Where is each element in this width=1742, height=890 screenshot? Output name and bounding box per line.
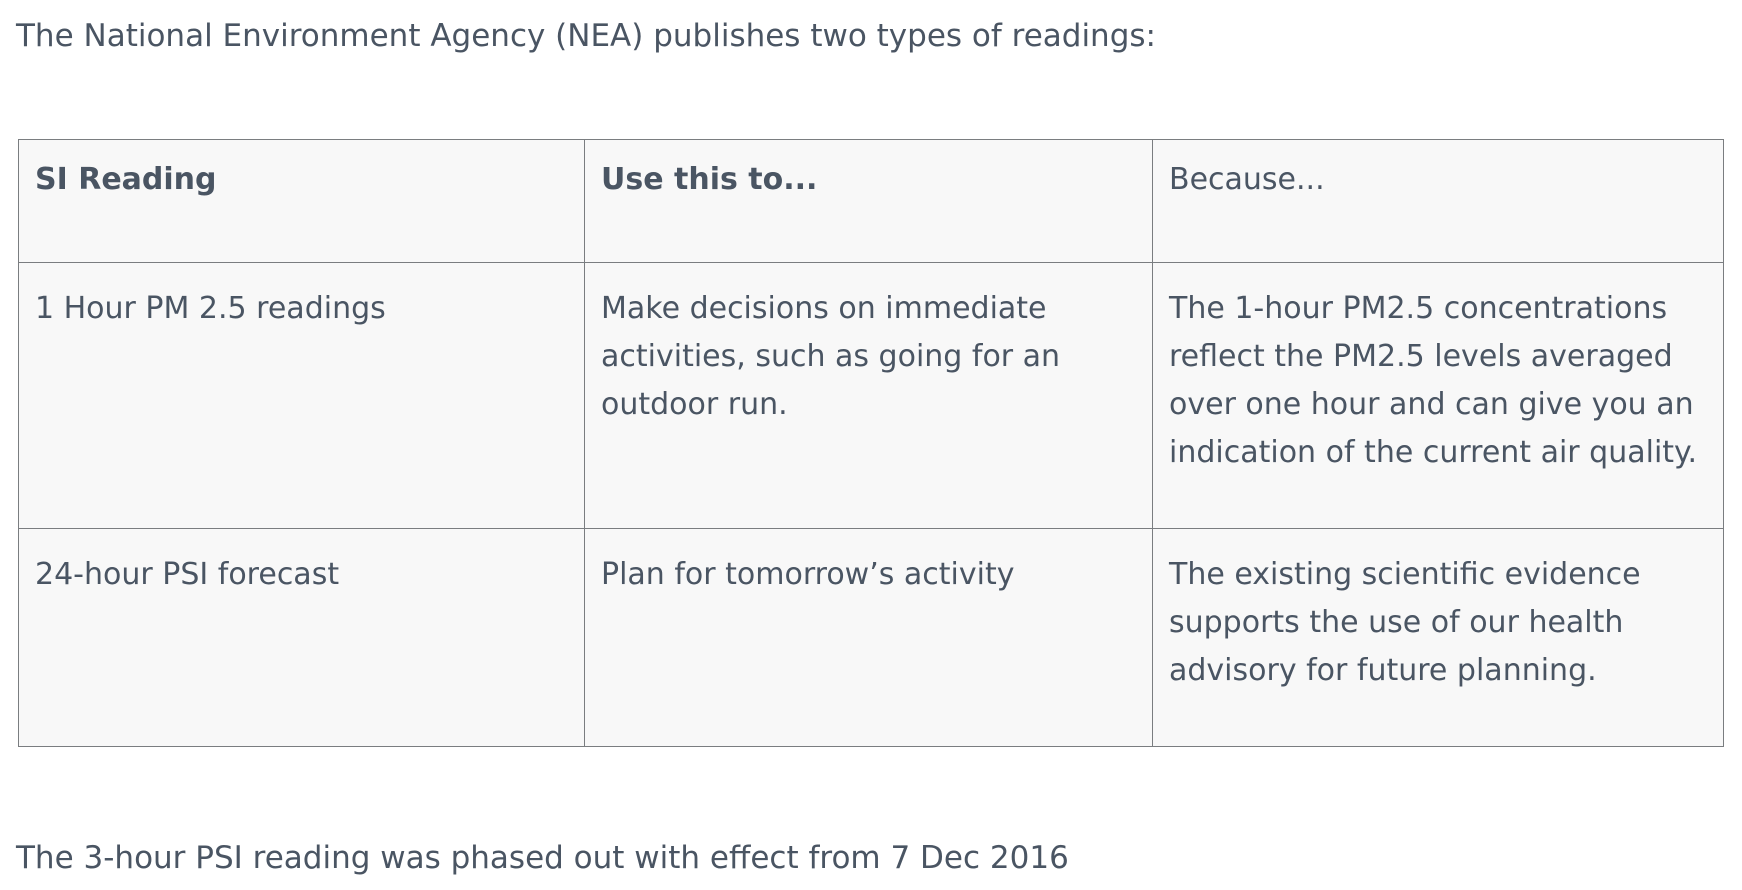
table-row: 24-hour PSI forecast Plan for tomorrow’s… xyxy=(18,528,1724,747)
table-cell-because: The existing scientific evidence support… xyxy=(1152,528,1724,747)
intro-text: The National Environment Agency (NEA) pu… xyxy=(16,18,1156,54)
table-cell-reading: 1 Hour PM 2.5 readings xyxy=(18,262,585,529)
table-header-row: SI Reading Use this to... Because... xyxy=(18,139,1724,263)
header-because: Because... xyxy=(1152,139,1724,263)
footer-note: The 3-hour PSI reading was phased out wi… xyxy=(16,840,1069,876)
table-cell-reading: 24-hour PSI forecast xyxy=(18,528,585,747)
readings-table: SI Reading Use this to... Because... 1 H… xyxy=(18,139,1724,747)
table-cell-because: The 1-hour PM2.5 concentrations reflect … xyxy=(1152,262,1724,529)
table-row: 1 Hour PM 2.5 readings Make decisions on… xyxy=(18,262,1724,529)
table-cell-use: Plan for tomorrow’s activity xyxy=(584,528,1153,747)
table-cell-use: Make decisions on immediate activities, … xyxy=(584,262,1153,529)
header-use-this-to: Use this to... xyxy=(584,139,1153,263)
header-si-reading: SI Reading xyxy=(18,139,585,263)
